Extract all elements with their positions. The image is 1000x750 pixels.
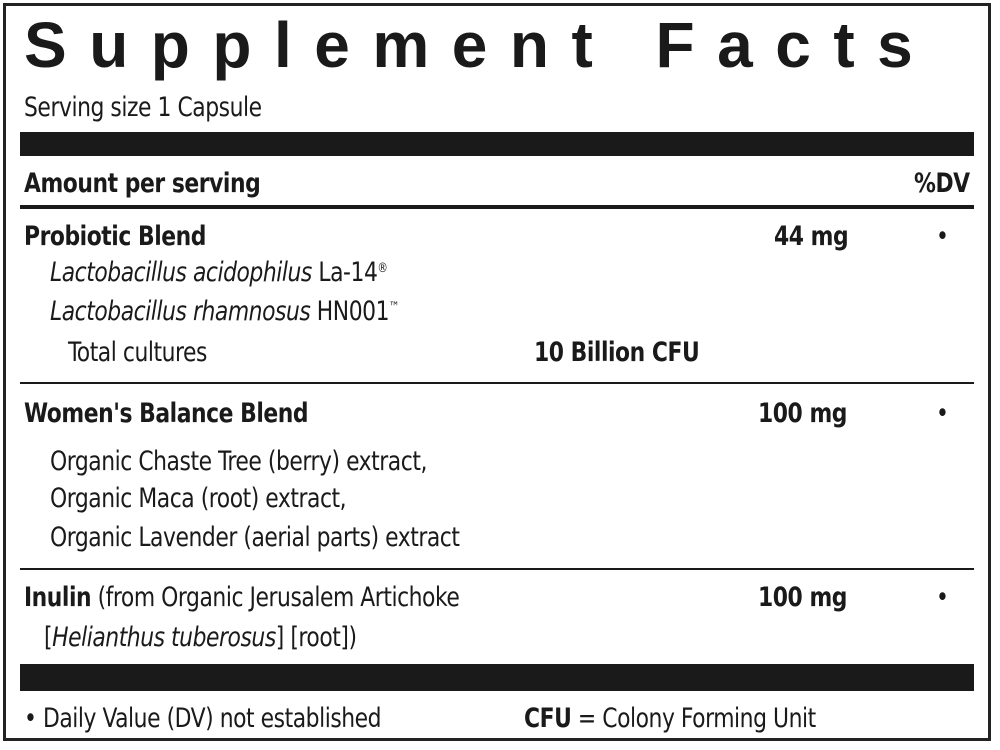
inulin-line: Inulin (from Organic Jerusalem Artichoke xyxy=(24,582,460,613)
cfu-definition: = Colony Forming Unit xyxy=(571,703,816,734)
trademark: ™ xyxy=(389,300,400,315)
probiotic-blend-amount: 44 mg xyxy=(774,221,849,252)
womens-blend-name: Women's Balance Blend xyxy=(24,398,309,429)
strain: HN001 xyxy=(316,296,390,327)
womens-ingredient: Organic Maca (root) extract, xyxy=(50,483,347,514)
inulin-line-2: [Helianthus tuberosus] [root]) xyxy=(44,622,357,653)
label-title: Supplement Facts xyxy=(24,9,936,81)
strain-1: Lactobacillus acidophilus La-14® xyxy=(50,257,388,288)
inulin-name: Inulin xyxy=(24,582,92,613)
medium-divider xyxy=(20,205,974,209)
total-cultures-label: Total cultures xyxy=(68,337,207,368)
inulin-source: (from Organic Jerusalem Artichoke xyxy=(91,582,460,613)
bracket: [ xyxy=(44,622,53,653)
inulin-part: ] [root]) xyxy=(275,622,357,653)
strain-2: Lactobacillus rhamnosus HN001™ xyxy=(50,296,400,327)
thick-divider xyxy=(20,664,974,691)
womens-blend-dv: • xyxy=(936,398,949,429)
inulin-dv: • xyxy=(936,582,949,613)
inulin-latin-name: Helianthus tuberosus xyxy=(52,622,276,653)
womens-blend-amount: 100 mg xyxy=(758,398,847,429)
inulin-amount: 100 mg xyxy=(758,582,847,613)
species: Lactobacillus rhamnosus xyxy=(50,296,311,327)
probiotic-blend-dv: • xyxy=(936,221,949,252)
strain: La-14 xyxy=(318,257,378,288)
probiotic-blend-name: Probiotic Blend xyxy=(24,221,206,252)
thin-divider xyxy=(20,568,974,570)
supplement-facts-label: Supplement Facts Serving size 1 Capsule … xyxy=(3,3,991,741)
dv-footnote: • Daily Value (DV) not established xyxy=(24,703,382,734)
species: Lactobacillus acidophilus xyxy=(50,257,312,288)
amount-per-serving-header: Amount per serving xyxy=(24,168,261,199)
registered-mark: ® xyxy=(377,261,388,276)
thick-divider xyxy=(20,132,974,156)
womens-ingredient: Organic Lavender (aerial parts) extract xyxy=(50,522,460,553)
womens-ingredient: Organic Chaste Tree (berry) extract, xyxy=(50,446,427,477)
serving-size: Serving size 1 Capsule xyxy=(24,92,262,123)
cfu-abbr: CFU xyxy=(524,703,572,734)
dv-header: %DV xyxy=(914,168,970,199)
cfu-footnote: CFU = Colony Forming Unit xyxy=(524,703,816,734)
thin-divider xyxy=(20,382,974,384)
total-cultures-value: 10 Billion CFU xyxy=(534,337,700,368)
